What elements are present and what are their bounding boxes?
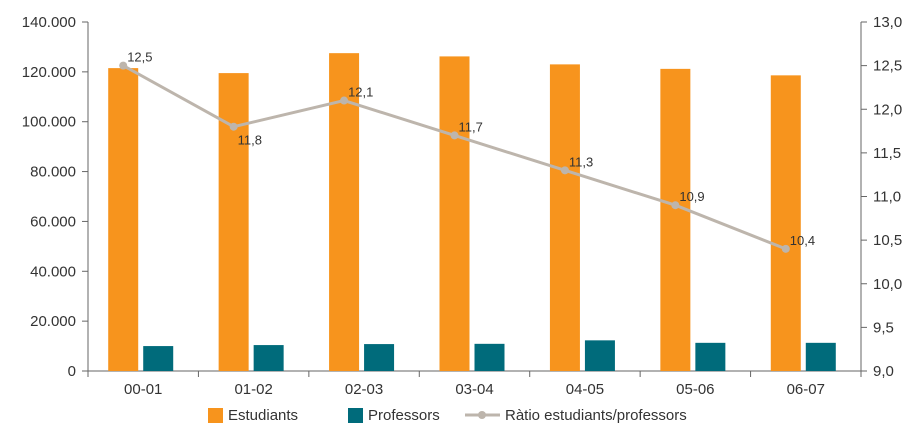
bar-estudiants: [329, 53, 360, 372]
ratio-data-label: 11,8: [238, 133, 262, 148]
ratio-point: [671, 201, 680, 210]
bars: [108, 53, 836, 372]
x-tick-label: 02-03: [345, 381, 383, 398]
y-tick-label-right: 11,5: [873, 145, 901, 162]
ratio-data-label: 10,4: [790, 233, 815, 248]
bar-professors: [474, 343, 505, 371]
bar-professors: [584, 340, 615, 371]
legend-label-estudiants: Estudiants: [228, 407, 298, 424]
y-tick-label-left: 60.000: [30, 213, 76, 230]
bar-estudiants: [439, 56, 470, 371]
y-tick-label-left: 80.000: [30, 164, 76, 181]
ratio-point: [450, 131, 459, 140]
bar-professors: [695, 342, 726, 371]
y-tick-label-left: 120.000: [22, 64, 76, 81]
y-tick-label-left: 0: [68, 363, 76, 380]
ratio-data-label: 10,9: [679, 189, 704, 204]
bar-professors: [253, 345, 284, 371]
bar-estudiants: [549, 64, 580, 371]
bar-estudiants: [660, 68, 691, 371]
axes: 0 20.000 40.000 60.000 80.000 100.000 120.000 1…: [22, 14, 902, 398]
bar-estudiants: [108, 68, 139, 371]
ratio-data-label: 12,1: [348, 85, 373, 100]
x-tick-label: 00-01: [124, 381, 162, 398]
bar-professors: [364, 344, 395, 371]
legend-swatch-professors: [348, 408, 363, 423]
ratio-data-label: 11,7: [459, 119, 483, 134]
x-tick-label: 06-07: [787, 381, 825, 398]
y-tick-label-right: 11,0: [873, 189, 901, 206]
legend-label-professors: Professors: [368, 407, 440, 424]
y-tick-label-right: 9,5: [873, 319, 894, 336]
legend-label-ratio: Ràtio estudiants/professors: [505, 407, 687, 424]
x-tick-label: 01-02: [234, 381, 272, 398]
y-tick-label-left: 140.000: [22, 14, 76, 31]
y-tick-label-left: 40.000: [30, 263, 76, 280]
ratio-point: [229, 122, 238, 131]
x-tick-label: 05-06: [676, 381, 714, 398]
y-tick-label-left: 20.000: [30, 313, 76, 330]
bar-estudiants: [218, 73, 249, 371]
y-tick-label-right: 13,0: [873, 14, 902, 31]
legend-line-marker: [478, 411, 486, 419]
y-tick-label-right: 10,0: [873, 276, 902, 293]
legend: Estudiants Professors Ràtio estudiants/pro…: [208, 407, 687, 424]
y-tick-label-left: 100.000: [22, 114, 76, 131]
ratio-data-label: 11,3: [569, 154, 593, 169]
data-labels: 12,5 11,8 12,1 11,7 11,3 10,9 10,4: [127, 50, 815, 248]
bar-estudiants: [770, 75, 801, 372]
bar-professors: [143, 346, 174, 371]
bar-professors: [805, 342, 836, 371]
ratio-line: [119, 61, 790, 253]
ratio-point: [119, 61, 128, 70]
legend-swatch-estudiants: [208, 408, 223, 423]
ratio-point: [560, 166, 569, 175]
ratio-point: [781, 244, 790, 253]
x-tick-label: 04-05: [566, 381, 604, 398]
x-tick-label: 03-04: [455, 381, 493, 398]
y-tick-label-right: 12,0: [873, 101, 902, 118]
ratio-data-label: 12,5: [127, 50, 152, 65]
y-tick-label-right: 9,0: [873, 363, 894, 380]
ratio-point: [340, 96, 349, 105]
y-tick-label-right: 10,5: [873, 232, 902, 249]
y-tick-label-right: 12,5: [873, 58, 902, 75]
